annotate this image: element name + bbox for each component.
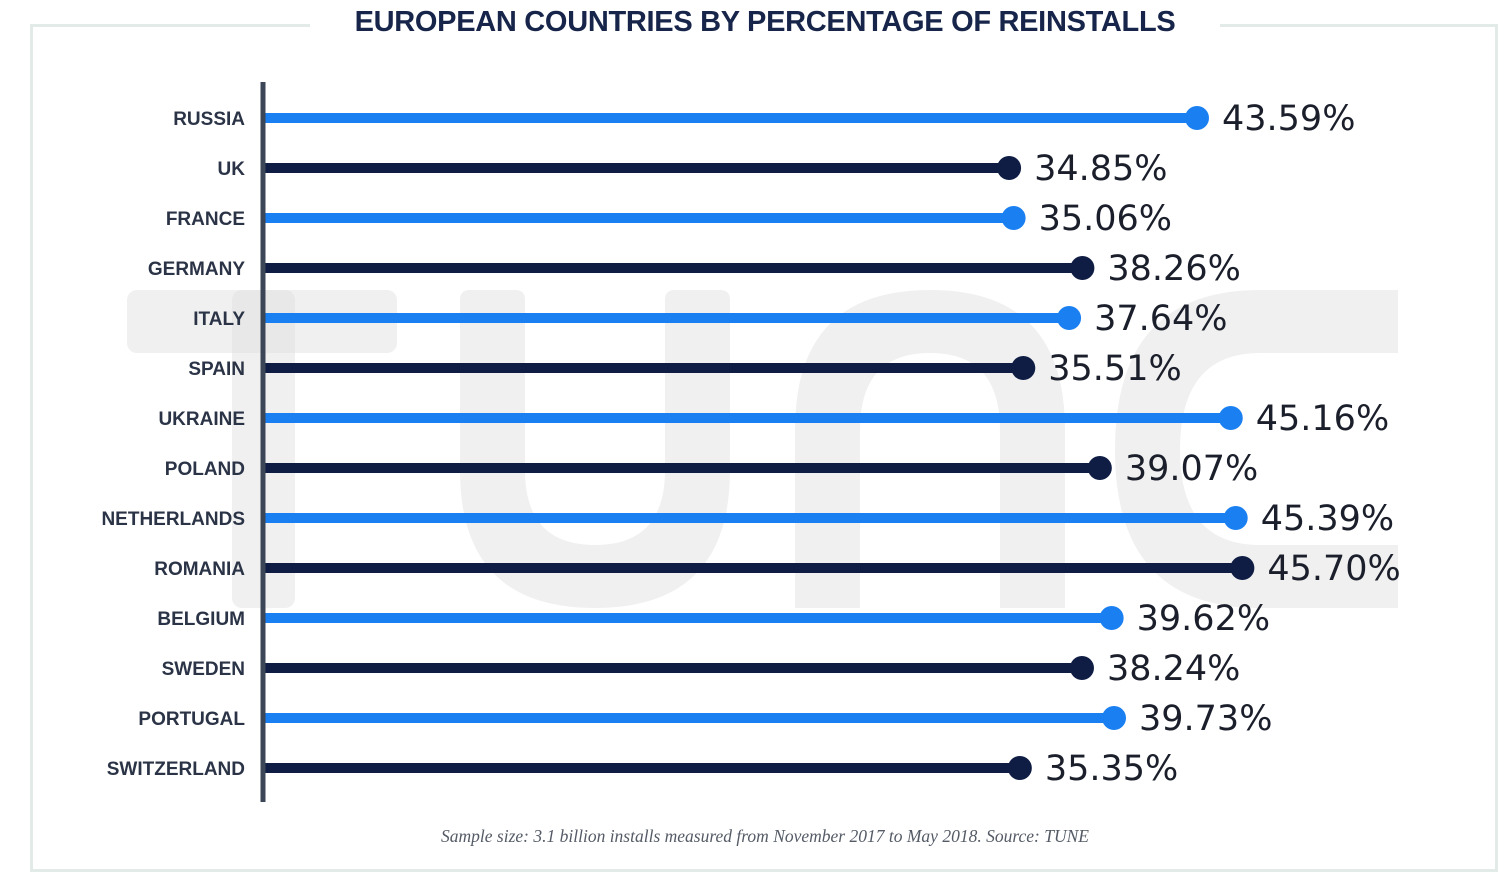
frame-left: [30, 24, 33, 872]
frame-bottom: [30, 869, 1498, 872]
chart-title: EUROPEAN COUNTRIES BY PERCENTAGE OF REIN…: [0, 6, 1500, 39]
value-label: 35.51%: [1048, 349, 1181, 389]
bar-end-dot: [1099, 606, 1124, 630]
bar-end-dot: [1069, 656, 1094, 680]
bar-end-dot: [1223, 506, 1248, 530]
category-label: BELGIUM: [157, 609, 245, 630]
bar-end-dot: [1185, 106, 1209, 130]
frame-top-right: [1220, 24, 1498, 27]
bar-end-dot: [1230, 556, 1255, 580]
value-label: 38.26%: [1107, 249, 1240, 289]
bar-end-dot: [1011, 356, 1036, 380]
category-label: POLAND: [165, 459, 245, 480]
footnote: Sample size: 3.1 billion installs measur…: [441, 826, 1089, 846]
value-label: 38.24%: [1107, 649, 1240, 689]
value-label: 37.64%: [1094, 299, 1227, 339]
value-label: 43.59%: [1222, 99, 1355, 139]
value-label: 35.06%: [1039, 199, 1172, 239]
category-label: UK: [218, 159, 246, 180]
category-label: SPAIN: [188, 359, 245, 380]
value-label: 39.62%: [1137, 599, 1270, 639]
value-label: 39.73%: [1139, 699, 1272, 739]
bar-end-dot: [1087, 456, 1112, 480]
bar-end-dot: [1001, 206, 1026, 230]
category-label: FRANCE: [166, 209, 245, 230]
category-label: SWEDEN: [162, 659, 245, 680]
bar-end-dot: [1007, 756, 1032, 780]
value-label: 35.35%: [1045, 749, 1178, 789]
bar-end-dot: [1102, 706, 1127, 730]
value-label: 45.16%: [1256, 399, 1389, 439]
value-label: 34.85%: [1034, 149, 1167, 189]
frame-right: [1495, 24, 1498, 872]
category-label: PORTUGAL: [138, 709, 245, 730]
category-label: ITALY: [193, 309, 245, 330]
bar-end-dot: [1070, 256, 1095, 280]
category-label: RUSSIA: [173, 109, 245, 130]
category-label: NETHERLANDS: [101, 509, 245, 530]
category-label: ROMANIA: [154, 559, 245, 580]
value-label: 45.70%: [1267, 549, 1400, 589]
category-label: UKRAINE: [158, 409, 245, 430]
bar-end-dot: [1057, 306, 1082, 330]
category-label: GERMANY: [148, 259, 245, 280]
bar-end-dot: [997, 156, 1022, 180]
category-label: SWITZERLAND: [107, 759, 245, 780]
bar-end-dot: [1218, 406, 1243, 430]
frame-top-left: [30, 24, 310, 27]
value-label: 39.07%: [1125, 449, 1258, 489]
value-label: 45.39%: [1261, 499, 1394, 539]
